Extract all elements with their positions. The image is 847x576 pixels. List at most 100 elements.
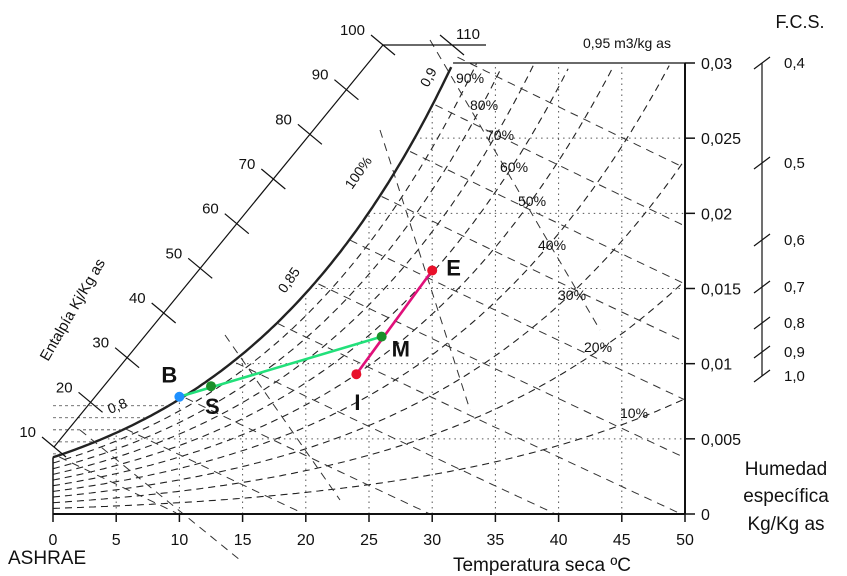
enthalpy-tick (260, 168, 286, 190)
enthalpy-line (435, 104, 686, 227)
fcs-tick-label: 1,0 (784, 368, 805, 385)
ashrae-label: ASHRAE (8, 548, 86, 569)
specific-volume-label: 0,9 (417, 65, 440, 90)
enthalpy-tick (114, 347, 140, 369)
fcs-tick (753, 345, 771, 359)
y-axis-title-line-2: específica (743, 486, 829, 507)
rh-curve (52, 66, 503, 470)
rh-label: 40% (538, 237, 566, 253)
enthalpy-tick-label: 20 (56, 379, 73, 396)
enthalpy-line (349, 239, 686, 401)
specific-volume-label: 0,8 (105, 395, 129, 417)
rh-curve (52, 159, 686, 498)
enthalpy-line (409, 151, 686, 285)
curve-layer (52, 39, 686, 561)
enthalpy-tick-label: 90 (312, 67, 329, 84)
point-label-E: E (446, 255, 461, 280)
enthalpy-tick-label: 110 (456, 26, 480, 43)
y-tick-label: 0,01 (701, 357, 732, 374)
specific-volume-label: 0,85 (274, 264, 303, 296)
y-axis-title-line-3: Kg/Kg as (747, 514, 824, 535)
enthalpy-tick-label: 100 (340, 22, 365, 39)
enthalpy-line (59, 456, 177, 514)
y-tick-label: 0,02 (701, 206, 732, 223)
fcs-tick-label: 0,4 (784, 55, 805, 72)
x-tick-label: 10 (171, 532, 189, 549)
enthalpy-tick (224, 213, 250, 235)
fcs-tick (753, 233, 771, 247)
specific-volume-line (379, 129, 471, 411)
x-tick-label: 45 (613, 532, 631, 549)
fcs-tick (753, 156, 771, 170)
enthalpy-tick (439, 34, 465, 56)
point-label-M: M (392, 337, 410, 362)
enthalpy-tick (78, 391, 103, 413)
enthalpy-line (318, 283, 686, 459)
point-M (376, 331, 387, 342)
fcs-tick (753, 280, 771, 294)
rh-label: 70% (486, 127, 514, 143)
enthalpy-tick-label: 50 (166, 245, 183, 262)
rh-label: 10% (620, 405, 648, 421)
fcs-tick-label: 0,9 (784, 344, 805, 361)
process-line-I-E (355, 269, 434, 375)
rh-curve (52, 68, 569, 481)
fcs-tick-label: 0,6 (784, 232, 805, 249)
enthalpy-tick (187, 257, 213, 279)
rh-curve (52, 65, 670, 492)
x-tick-label: 30 (423, 532, 441, 549)
x-axis-title: Temperatura seca ºC (453, 555, 631, 576)
point-label-I: I (354, 390, 360, 415)
rh-label: 100% (341, 153, 375, 192)
point-I (351, 369, 362, 380)
rh-label: 90% (456, 70, 484, 86)
point-label-B: B (161, 363, 177, 388)
x-tick-label: 5 (112, 532, 121, 549)
enthalpy-line (125, 428, 303, 514)
enthalpy-line (277, 322, 679, 514)
rh-label: 80% (470, 97, 498, 113)
enthalpy-line (236, 362, 556, 515)
enthalpy-tick-label: 10 (19, 424, 36, 441)
enthalpy-scale-line (53, 44, 384, 448)
x-tick-label: 50 (676, 532, 694, 549)
enthalpy-tick-label: 40 (129, 290, 146, 307)
enthalpy-tick (334, 79, 359, 101)
enthalpy-tick (297, 123, 323, 145)
rh-label: 30% (558, 287, 586, 303)
rh-label: 60% (500, 159, 528, 175)
specific-volume-label: 0,95 m3/kg as (583, 35, 671, 51)
enthalpy-tick (41, 436, 67, 458)
fcs-tick-label: 0,5 (784, 155, 805, 172)
fcs-tick (753, 369, 771, 383)
rh-label: 50% (518, 193, 546, 209)
point-E (427, 265, 438, 276)
x-tick-label: 15 (234, 532, 252, 549)
fcs-tick-label: 0,7 (784, 279, 805, 296)
y-tick-label: 0,015 (701, 282, 741, 299)
x-tick-label: 0 (49, 532, 58, 549)
grid-layer (102, 62, 685, 514)
enthalpy-tick-label: 30 (92, 335, 109, 352)
y-tick-label: 0 (701, 507, 710, 524)
point-label-S: S (205, 394, 220, 419)
enthalpy-line (185, 397, 430, 515)
x-tick-label: 35 (487, 532, 505, 549)
rh-label: 20% (584, 339, 612, 355)
specific-volume-line (79, 429, 241, 561)
y-tick-label: 0,025 (701, 131, 741, 148)
enthalpy-tick (370, 34, 396, 56)
rh-curve (52, 63, 477, 464)
rh-curve (52, 398, 686, 509)
enthalpy-line (457, 56, 686, 169)
rh-curve (52, 68, 613, 487)
enthalpy-tick-label: 70 (239, 156, 256, 173)
specific-volume-line (429, 39, 601, 331)
fcs-tick (753, 316, 771, 330)
rh-curve (52, 65, 534, 475)
enthalpy-tick (151, 302, 177, 324)
enthalpy-tick-label: 60 (202, 201, 219, 218)
fcs-tick (753, 56, 771, 70)
x-tick-label: 20 (297, 532, 315, 549)
